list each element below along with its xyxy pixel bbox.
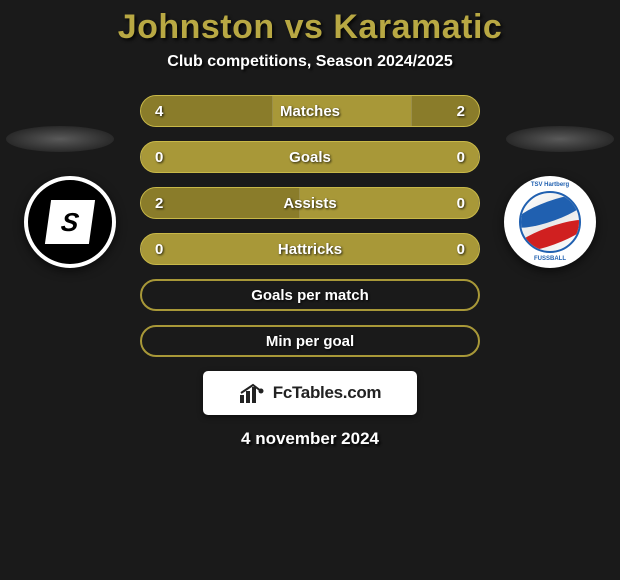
stats-chart: 42Matches 00Goals 20Assists 00Hattricks Goal… (140, 95, 480, 357)
shadow-left (6, 126, 114, 152)
stat-label: Assists (141, 195, 479, 212)
club-right-text-bot: FUSSBALL (504, 256, 596, 262)
watermark-text: FcTables.com (273, 383, 382, 403)
stat-row: 20Assists (140, 187, 480, 219)
stat-label: Hattricks (141, 241, 479, 258)
stat-row: Min per goal (140, 325, 480, 357)
stat-row: 00Goals (140, 141, 480, 173)
subtitle: Club competitions, Season 2024/2025 (0, 53, 620, 71)
comparison-card: Johnston vs Karamatic Club competitions,… (0, 0, 620, 580)
soccer-ball-icon (519, 191, 581, 253)
stat-row: 42Matches (140, 95, 480, 127)
stat-label: Min per goal (142, 333, 478, 350)
chart-icon (239, 383, 267, 403)
watermark: FcTables.com (203, 371, 417, 415)
stat-label: Goals per match (142, 287, 478, 304)
date: 4 november 2024 (0, 429, 620, 449)
stat-row: Goals per match (140, 279, 480, 311)
club-right-text-top: TSV Hartberg (504, 182, 596, 188)
shadow-right (506, 126, 614, 152)
club-logo-left-letter: S (45, 200, 95, 244)
club-logo-right: TSV Hartberg FUSSBALL (504, 176, 596, 268)
club-logo-left: S (24, 176, 116, 268)
stat-label: Matches (141, 103, 479, 120)
page-title: Johnston vs Karamatic (0, 8, 620, 47)
stat-label: Goals (141, 149, 479, 166)
stat-row: 00Hattricks (140, 233, 480, 265)
